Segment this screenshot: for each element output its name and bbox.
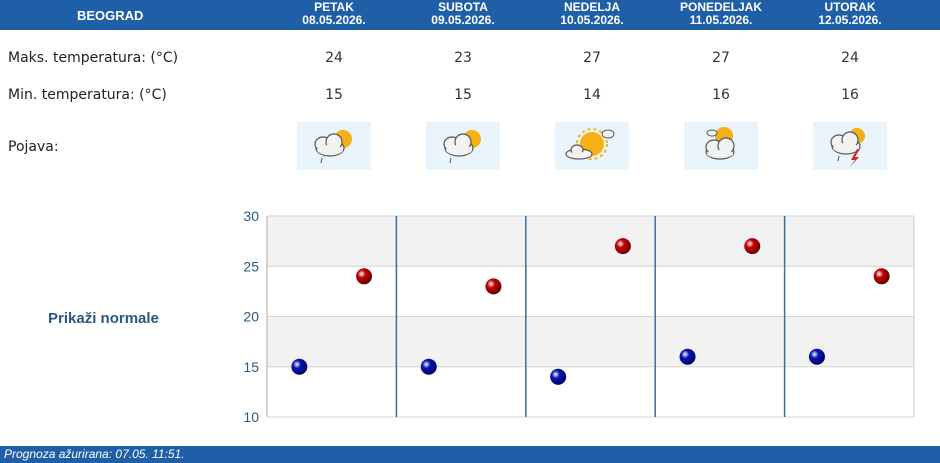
forecast-header: BEOGRAD PETAK 08.05.2026. SUBOTA 09.05.2… bbox=[0, 0, 940, 30]
chart-bands bbox=[267, 216, 914, 417]
min-temp-point[interactable] bbox=[550, 368, 567, 385]
max-temp-point[interactable] bbox=[485, 278, 502, 295]
y-tick-label: 15 bbox=[243, 359, 259, 375]
min-temp-label: Min. temperatura: (°C) bbox=[8, 87, 167, 103]
day-name: PONEDELJAK bbox=[679, 0, 762, 14]
y-tick-label: 25 bbox=[243, 258, 259, 274]
day-date: 09.05.2026. bbox=[431, 13, 495, 27]
sunny-cloud-icon bbox=[555, 122, 629, 170]
show-normals-link[interactable]: Prikaži normale bbox=[48, 310, 159, 327]
partly-cloudy-icon bbox=[684, 122, 758, 170]
max-temp-day-2: 23 bbox=[454, 50, 472, 66]
day-header-5: UTORAK 12.05.2026. bbox=[785, 1, 915, 27]
min-temp-point[interactable] bbox=[420, 358, 437, 375]
max-temp-day-5: 24 bbox=[841, 50, 859, 66]
day-date: 12.05.2026. bbox=[818, 13, 882, 27]
day-header-4: PONEDELJAK 11.05.2026. bbox=[656, 1, 786, 27]
min-temp-day-2: 15 bbox=[454, 87, 472, 103]
min-temp-point[interactable] bbox=[679, 348, 696, 365]
city-name: BEOGRAD bbox=[77, 8, 144, 23]
partly-cloudy-rain-icon bbox=[297, 122, 371, 170]
max-temp-point[interactable] bbox=[614, 238, 631, 255]
phenomena-label: Pojava: bbox=[8, 139, 59, 155]
chart-band bbox=[267, 266, 914, 317]
chart-grid bbox=[266, 215, 915, 418]
min-temp-day-1: 15 bbox=[325, 87, 343, 103]
max-temp-day-3: 27 bbox=[583, 50, 601, 66]
max-temp-day-1: 24 bbox=[325, 50, 343, 66]
min-temp-point[interactable] bbox=[291, 358, 308, 375]
day-header-2: SUBOTA 09.05.2026. bbox=[398, 1, 528, 27]
day-name: PETAK bbox=[314, 0, 354, 14]
y-tick-label: 20 bbox=[243, 309, 259, 325]
min-temp-day-5: 16 bbox=[841, 87, 859, 103]
day-name: UTORAK bbox=[824, 0, 876, 14]
max-temp-point[interactable] bbox=[744, 238, 761, 255]
temperature-chart: 30 25 20 15 10 bbox=[243, 208, 915, 425]
day-header-1: PETAK 08.05.2026. bbox=[269, 1, 399, 27]
y-tick-label: 10 bbox=[243, 409, 259, 425]
chart-ticks: 30 25 20 15 10 bbox=[243, 208, 259, 425]
chart-band bbox=[267, 316, 914, 367]
chart-band bbox=[267, 366, 914, 417]
max-temp-point[interactable] bbox=[356, 268, 373, 285]
forecast-updated-text: Prognoza ažurirana: 07.05. 11:51. bbox=[4, 447, 185, 461]
chart-points bbox=[291, 238, 890, 385]
min-temp-point[interactable] bbox=[808, 348, 825, 365]
min-temp-day-3: 14 bbox=[583, 87, 601, 103]
day-date: 08.05.2026. bbox=[302, 13, 366, 27]
min-temp-day-4: 16 bbox=[712, 87, 730, 103]
day-date: 10.05.2026. bbox=[560, 13, 624, 27]
chart-band bbox=[267, 216, 914, 267]
cloudy-thunderstorm-icon bbox=[813, 122, 887, 170]
max-temp-point[interactable] bbox=[873, 268, 890, 285]
day-name: NEDELJA bbox=[563, 0, 620, 14]
partly-cloudy-rain-icon bbox=[426, 122, 500, 170]
max-temp-day-4: 27 bbox=[712, 50, 730, 66]
update-footer: Prognoza ažurirana: 07.05. 11:51. bbox=[0, 446, 940, 463]
day-date: 11.05.2026. bbox=[689, 13, 753, 27]
day-name: SUBOTA bbox=[438, 0, 488, 14]
y-tick-label: 30 bbox=[243, 208, 259, 224]
day-header-3: NEDELJA 10.05.2026. bbox=[527, 1, 657, 27]
max-temp-label: Maks. temperatura: (°C) bbox=[8, 50, 179, 66]
